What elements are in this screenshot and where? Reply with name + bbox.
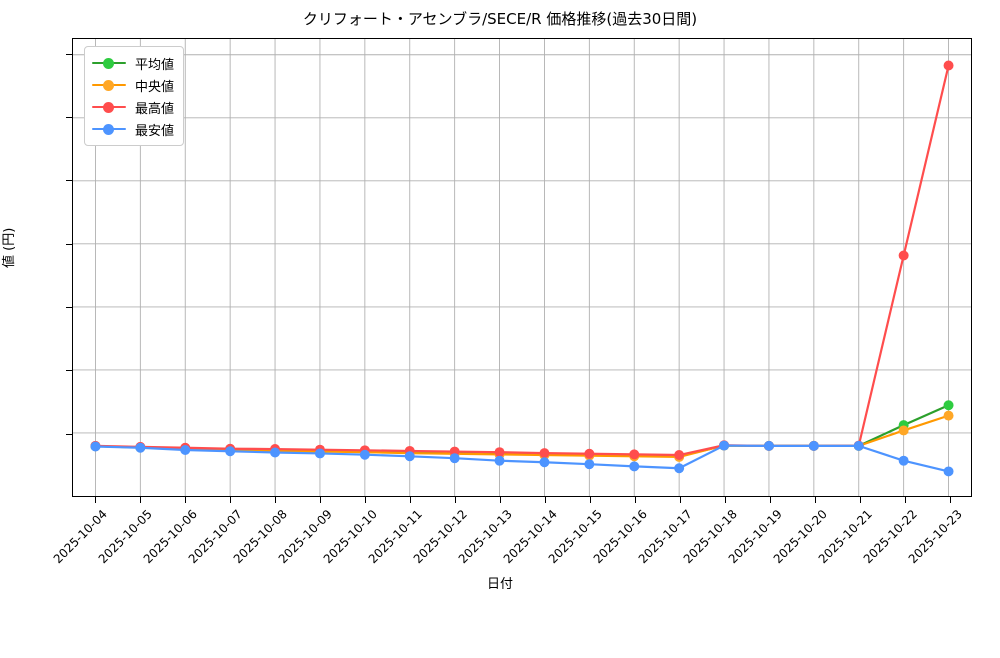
data-point-marker — [943, 410, 954, 421]
x-tick-mark — [769, 497, 771, 503]
x-tick-mark — [319, 497, 321, 503]
data-point-marker — [629, 461, 640, 472]
data-point-marker — [629, 449, 640, 460]
data-point-marker — [225, 446, 236, 457]
data-point-marker — [943, 60, 954, 71]
data-point-marker — [943, 400, 954, 411]
legend-swatch-icon — [92, 122, 126, 136]
data-point-marker — [449, 453, 460, 464]
y-axis-label: 値 (円) — [2, 227, 17, 268]
x-tick-mark — [859, 497, 861, 503]
y-tick-mark — [66, 180, 72, 182]
chart-figure: クリフォート・アセンブラ/SECE/R 価格推移(過去30日間) 値 (円) 日… — [2, 10, 972, 592]
legend-item-2[interactable]: 中央値 — [92, 74, 174, 96]
data-point-marker — [90, 441, 101, 452]
x-tick-mark — [589, 497, 591, 503]
y-tick-mark — [66, 307, 72, 309]
data-point-marker — [898, 250, 909, 261]
data-point-marker — [494, 455, 505, 466]
x-tick-mark — [184, 497, 186, 503]
x-tick-mark — [544, 497, 546, 503]
data-point-marker — [539, 448, 550, 459]
series-line — [94, 444, 950, 473]
x-tick-mark — [634, 497, 636, 503]
x-tick-mark — [364, 497, 366, 503]
y-tick-mark — [66, 117, 72, 119]
legend-item-1[interactable]: 平均値 — [92, 52, 174, 74]
legend-swatch-icon — [92, 78, 126, 92]
chart-legend: 平均値中央値最高値最安値 — [84, 46, 185, 146]
x-tick-mark — [409, 497, 411, 503]
x-tick-mark — [454, 497, 456, 503]
data-point-marker — [314, 448, 325, 459]
legend-item-3[interactable]: 最高値 — [92, 96, 174, 118]
plot-area — [72, 38, 972, 497]
legend-item-4[interactable]: 最安値 — [92, 118, 174, 140]
legend-label: 最安値 — [135, 123, 175, 139]
x-tick-mark — [94, 497, 96, 503]
x-tick-mark — [949, 497, 951, 503]
data-point-marker — [943, 466, 954, 477]
x-tick-mark — [499, 497, 501, 503]
data-point-marker — [135, 442, 146, 453]
x-tick-mark — [679, 497, 681, 503]
series-line — [94, 64, 950, 457]
data-series-layer — [90, 60, 954, 477]
data-point-marker — [719, 440, 730, 451]
data-point-marker — [494, 447, 505, 458]
data-point-marker — [584, 448, 595, 459]
x-axis-label: 日付 — [486, 577, 513, 592]
data-point-marker — [180, 445, 191, 455]
data-point-marker — [584, 459, 595, 470]
y-tick-mark — [66, 370, 72, 372]
x-tick-mark — [139, 497, 141, 503]
data-point-marker — [359, 449, 370, 460]
data-point-marker — [808, 440, 819, 451]
legend-swatch-icon — [92, 56, 126, 70]
chart-title: クリフォート・アセンブラ/SECE/R 価格推移(過去30日間) — [302, 10, 698, 28]
data-point-marker — [270, 447, 281, 458]
legend-label: 中央値 — [135, 79, 175, 95]
y-tick-mark — [66, 243, 72, 245]
x-tick-mark — [814, 497, 816, 503]
x-tick-mark — [229, 497, 231, 503]
x-tick-mark — [724, 497, 726, 503]
data-point-marker — [763, 440, 774, 451]
data-point-marker — [539, 457, 550, 468]
x-tick-mark — [904, 497, 906, 503]
legend-swatch-icon — [92, 100, 126, 114]
data-point-marker — [898, 455, 909, 466]
y-tick-mark — [66, 433, 72, 435]
legend-label: 最高値 — [135, 101, 175, 117]
data-point-marker — [853, 440, 864, 451]
data-point-marker — [404, 451, 415, 462]
legend-label: 平均値 — [135, 57, 175, 73]
x-tick-mark — [274, 497, 276, 503]
data-point-marker — [674, 450, 685, 461]
data-point-marker — [674, 463, 685, 474]
data-point-marker — [898, 425, 909, 436]
y-tick-mark — [66, 53, 72, 55]
